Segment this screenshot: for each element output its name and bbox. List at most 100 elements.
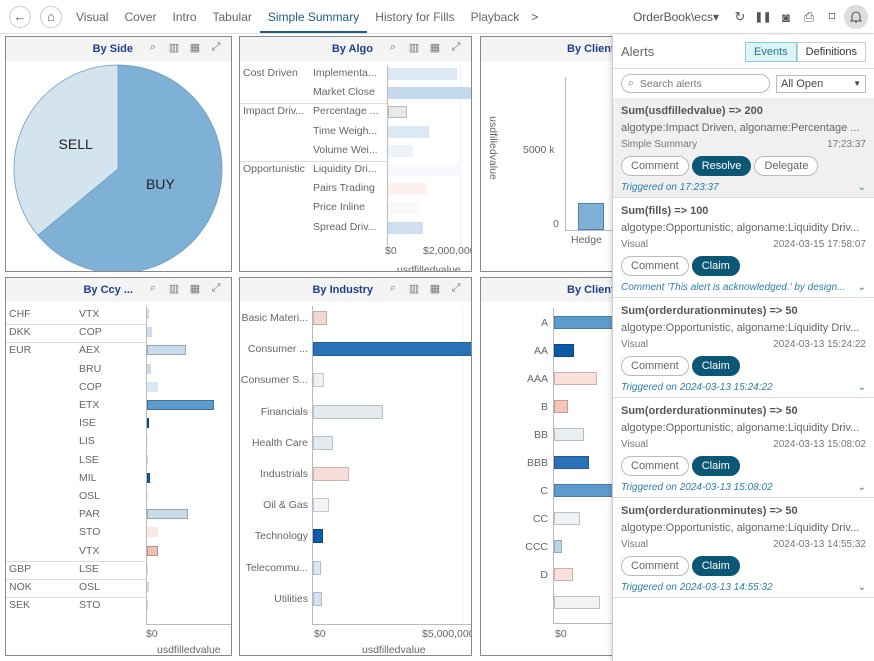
- bar[interactable]: [388, 202, 420, 215]
- bar[interactable]: [554, 596, 600, 609]
- table-view-icon[interactable]: ▦: [429, 42, 441, 54]
- search-icon[interactable]: ⌕: [149, 282, 157, 294]
- bar[interactable]: [147, 582, 150, 592]
- bar[interactable]: [147, 527, 159, 538]
- alert-footer[interactable]: Triggered on 2024-03-13 15:08:02 ⌄: [621, 476, 866, 497]
- tab-definitions[interactable]: Definitions: [796, 41, 866, 62]
- bar[interactable]: [578, 202, 604, 230]
- tab-playback[interactable]: Playback: [470, 9, 520, 24]
- bar[interactable]: [147, 363, 152, 374]
- bar[interactable]: [313, 560, 322, 575]
- search-icon[interactable]: ⌕: [389, 282, 397, 294]
- comment-button[interactable]: Comment: [621, 556, 689, 576]
- bar[interactable]: [313, 591, 322, 606]
- excel-export-icon[interactable]: ▥: [168, 42, 180, 54]
- status-filter-select[interactable]: All Open ▼: [776, 74, 866, 93]
- bar[interactable]: [388, 125, 429, 138]
- pie-slice-sell[interactable]: [13, 64, 119, 236]
- bar[interactable]: [554, 400, 568, 413]
- chevron-down-icon[interactable]: ⌄: [857, 182, 866, 193]
- bar[interactable]: [388, 68, 458, 80]
- bar[interactable]: [147, 436, 148, 447]
- bar[interactable]: [554, 456, 589, 469]
- comment-button[interactable]: Comment: [621, 356, 689, 376]
- tab-tabular[interactable]: Tabular: [212, 9, 252, 24]
- claim-button[interactable]: Claim: [691, 456, 740, 476]
- chevron-down-icon[interactable]: ⌄: [857, 282, 866, 293]
- bar[interactable]: [554, 540, 563, 553]
- alert-card[interactable]: Sum(orderdurationminutes) => 50 algotype:…: [613, 298, 874, 398]
- snapshot-icon[interactable]: ◙: [782, 9, 790, 25]
- alert-card[interactable]: Sum(orderdurationminutes) => 50 algotype:…: [613, 498, 874, 598]
- comment-button[interactable]: Comment: [621, 256, 689, 276]
- pie-slice-buy[interactable]: [37, 64, 223, 272]
- tab-history-for-fills[interactable]: History for Fills: [375, 9, 455, 24]
- search-alerts-input[interactable]: ⌕ Search alerts: [621, 74, 770, 93]
- bar[interactable]: [147, 381, 158, 392]
- bar[interactable]: [313, 373, 325, 388]
- bar[interactable]: [147, 400, 215, 410]
- bar[interactable]: [388, 87, 471, 100]
- bar[interactable]: [147, 509, 188, 520]
- tab-simple-summary[interactable]: Simple Summary: [259, 0, 368, 34]
- bar[interactable]: [147, 600, 148, 611]
- maximize-icon[interactable]: ⤢: [451, 41, 461, 53]
- delegate-button[interactable]: Delegate: [754, 156, 819, 176]
- table-view-icon[interactable]: ▦: [429, 283, 441, 295]
- tab-intro[interactable]: Intro: [172, 9, 197, 24]
- alert-footer[interactable]: Triggered on 2024-03-13 15:24:22 ⌄: [621, 376, 866, 397]
- alert-footer[interactable]: Triggered on 2024-03-13 14:55:32 ⌄: [621, 576, 866, 597]
- chevron-down-icon[interactable]: ⌄: [857, 582, 866, 593]
- alert-card[interactable]: Sum(usdfilledvalue) => 200 algotype:Impac…: [613, 98, 874, 198]
- chevron-down-icon[interactable]: ⌄: [857, 382, 866, 393]
- claim-button[interactable]: Claim: [691, 556, 740, 576]
- claim-button[interactable]: Claim: [691, 356, 740, 376]
- maximize-icon[interactable]: ⤢: [211, 282, 221, 294]
- bar[interactable]: [313, 342, 471, 357]
- comment-button[interactable]: Comment: [621, 456, 689, 476]
- back-button[interactable]: ←: [9, 5, 31, 28]
- refresh-icon[interactable]: ↻: [734, 9, 746, 24]
- excel-export-icon[interactable]: ▥: [408, 42, 420, 54]
- bar[interactable]: [313, 467, 349, 481]
- alert-card[interactable]: Sum(orderdurationminutes) => 50 algotype:…: [613, 398, 874, 498]
- alert-footer[interactable]: Triggered on 17:23:37 ⌄: [621, 176, 866, 197]
- alert-card[interactable]: Sum(fills) => 100 algotype:Opportunistic,…: [613, 198, 874, 298]
- chevron-down-icon[interactable]: ⌄: [857, 482, 866, 493]
- bar[interactable]: [313, 529, 323, 544]
- bar[interactable]: [388, 106, 408, 119]
- search-icon[interactable]: ⌕: [149, 41, 157, 53]
- bar[interactable]: [147, 309, 149, 319]
- tab-cover[interactable]: Cover: [124, 9, 157, 24]
- tab-visual[interactable]: Visual: [76, 9, 109, 24]
- bar[interactable]: [313, 498, 329, 513]
- excel-export-icon[interactable]: ▥: [168, 283, 180, 295]
- table-view-icon[interactable]: ▦: [189, 42, 201, 54]
- home-button[interactable]: ⌂: [40, 5, 62, 28]
- bar[interactable]: [554, 512, 581, 525]
- bar[interactable]: [554, 568, 573, 581]
- maximize-icon[interactable]: ⤢: [451, 282, 461, 294]
- claim-button[interactable]: Claim: [691, 256, 740, 276]
- bar[interactable]: [147, 563, 148, 574]
- search-icon[interactable]: ⌕: [389, 41, 397, 53]
- bar[interactable]: [554, 316, 616, 329]
- bar[interactable]: [388, 183, 427, 196]
- bar[interactable]: [147, 454, 148, 465]
- bar[interactable]: [147, 345, 186, 356]
- comment-button[interactable]: Comment: [621, 156, 689, 176]
- bar[interactable]: [147, 472, 151, 483]
- bar[interactable]: [554, 344, 575, 357]
- maximize-icon[interactable]: ⤢: [211, 41, 221, 53]
- tab-events[interactable]: Events: [745, 41, 797, 62]
- bar[interactable]: [313, 435, 334, 450]
- bar[interactable]: [147, 545, 158, 556]
- excel-export-icon[interactable]: ▥: [408, 283, 420, 295]
- bar[interactable]: [313, 311, 328, 325]
- table-view-icon[interactable]: ▦: [189, 283, 201, 295]
- more-tabs-chevron-icon[interactable]: >: [531, 9, 539, 24]
- bar[interactable]: [313, 404, 383, 419]
- pdf-export-icon[interactable]: ⎙: [803, 9, 815, 24]
- bar[interactable]: [554, 484, 616, 497]
- workspace-dropdown[interactable]: OrderBook\ecs▾: [632, 10, 719, 24]
